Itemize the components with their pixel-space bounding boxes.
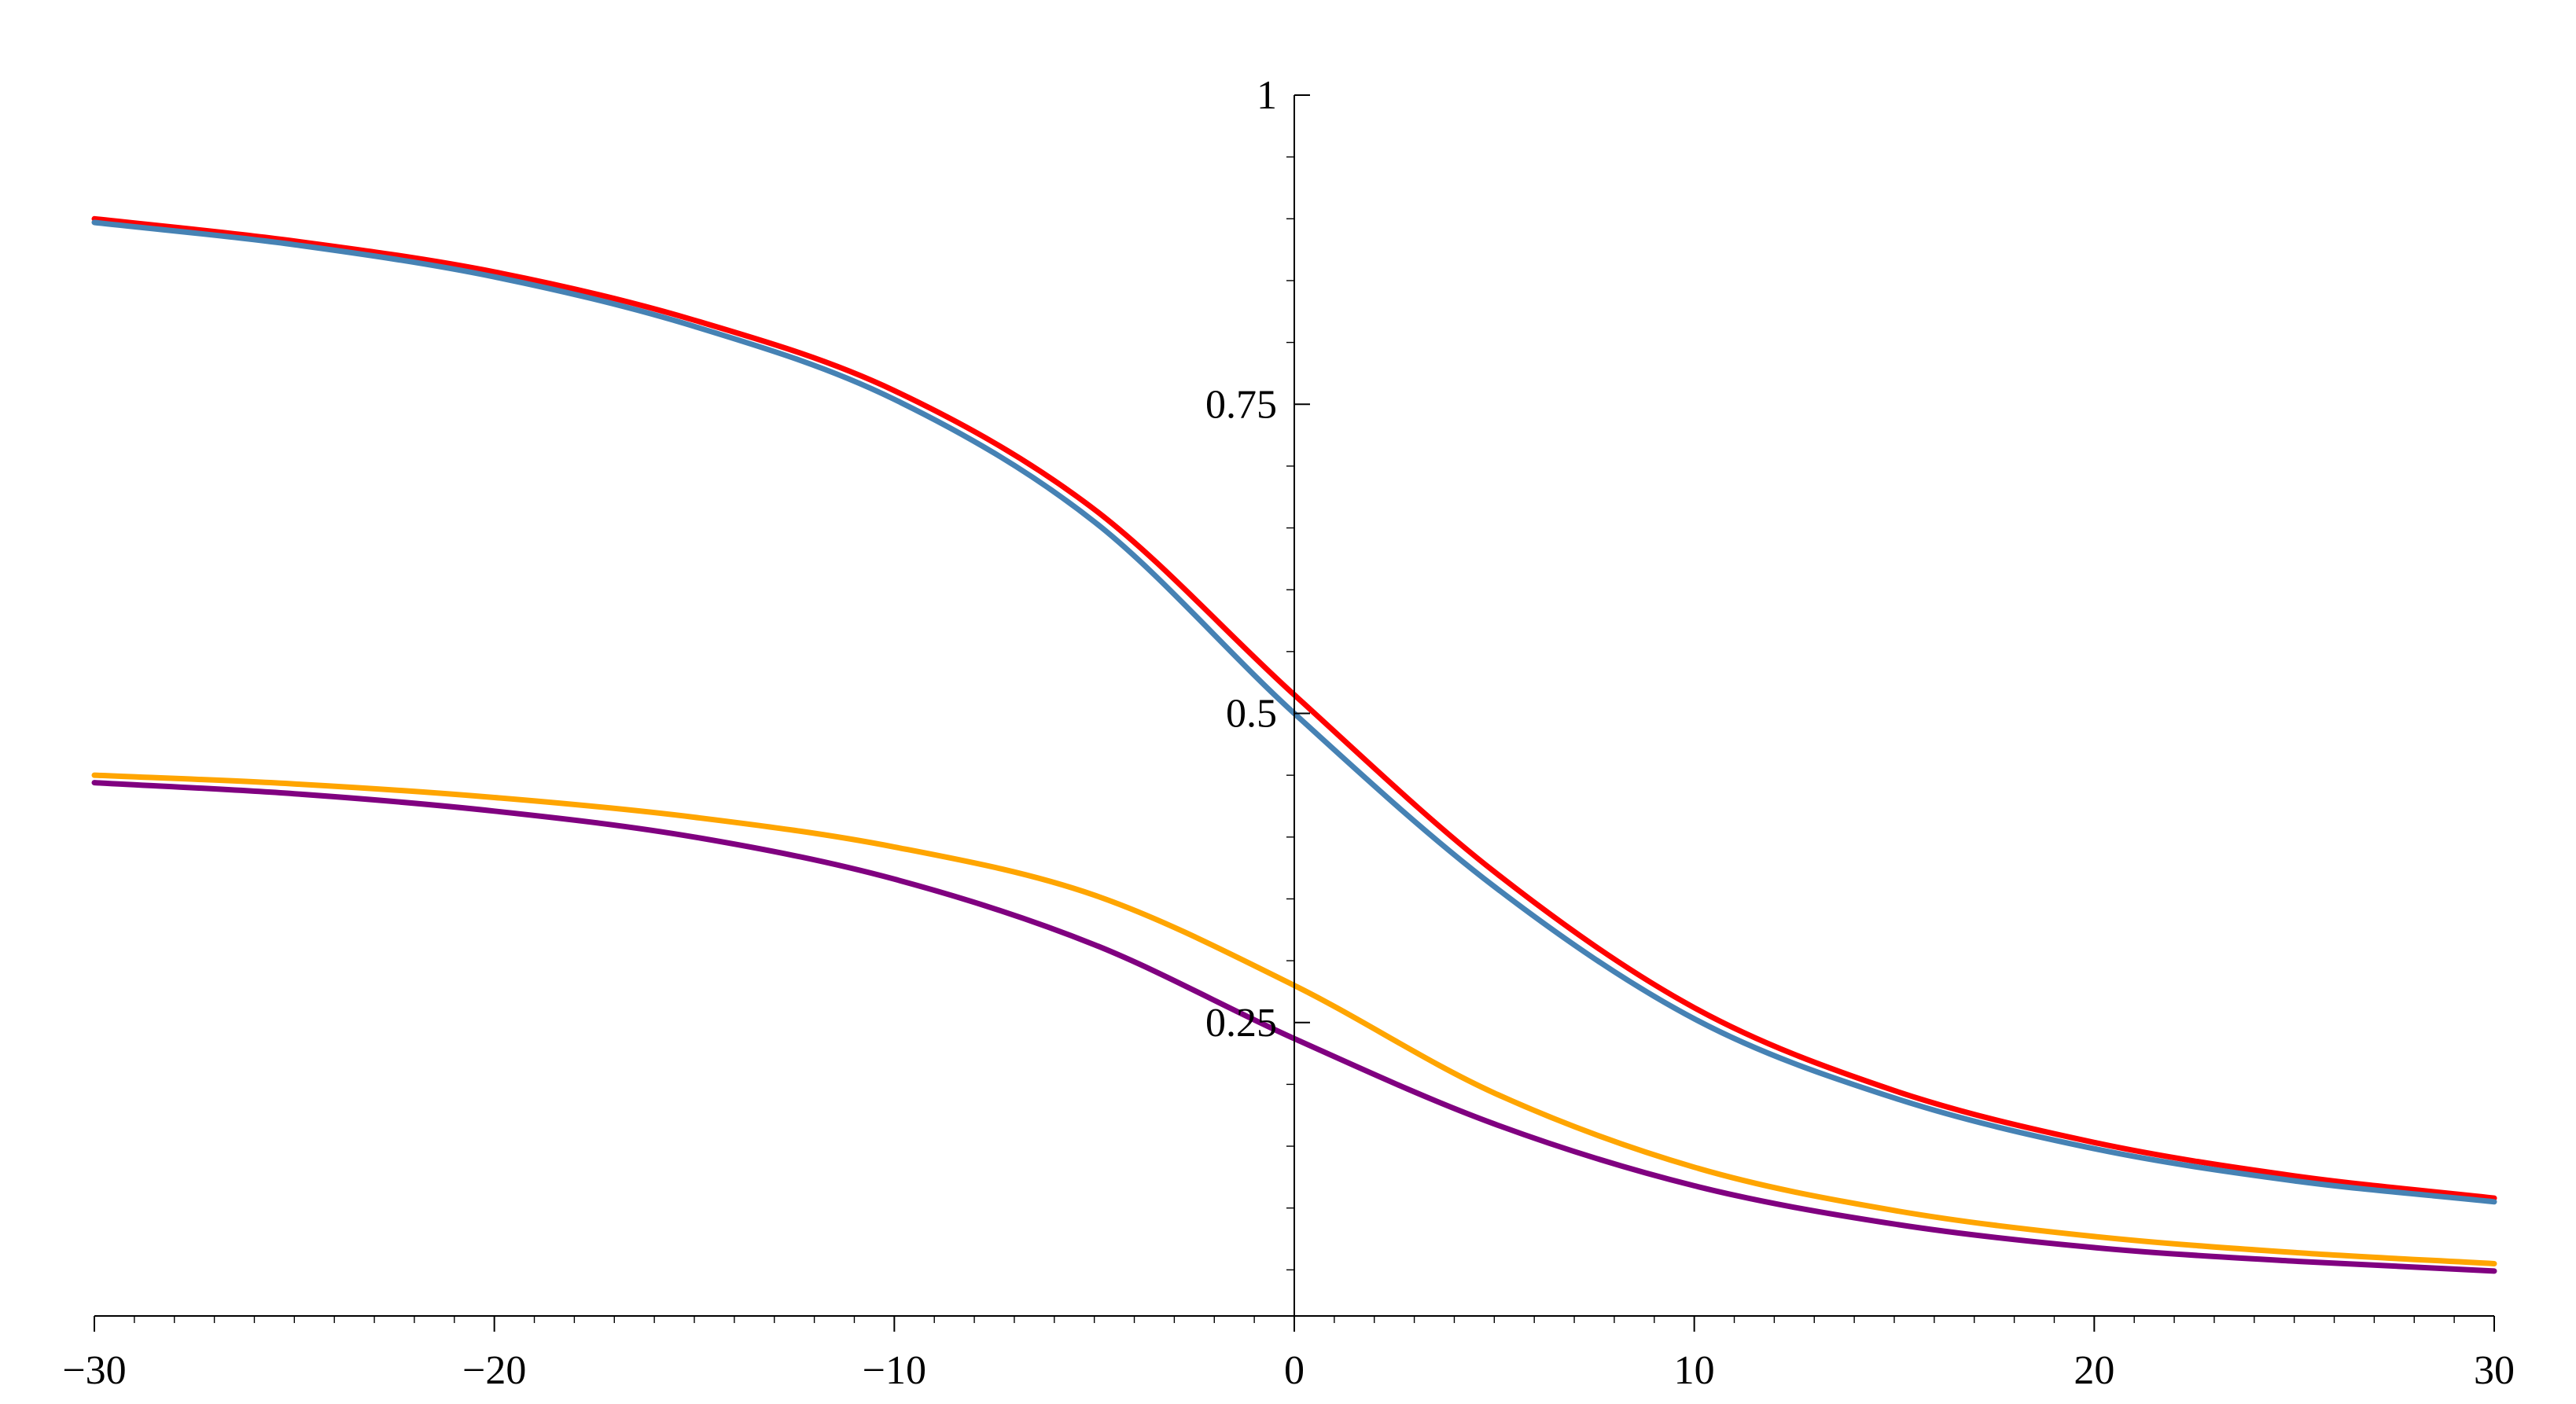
- x-tick-label: 30: [2474, 1348, 2515, 1393]
- x-tick-label: 20: [2074, 1348, 2114, 1393]
- x-tick-label: −20: [462, 1348, 526, 1393]
- axes: −30 −20 −10 0 10 20 30 0.25 0.5 0.75 1: [62, 73, 2515, 1393]
- x-tick-label: 10: [1674, 1348, 1715, 1393]
- x-tick-label: −30: [62, 1348, 126, 1393]
- y-tick-label: 0.5: [1226, 692, 1277, 737]
- y-tick-label: 0.25: [1205, 1001, 1277, 1046]
- y-tick-label: 1: [1257, 73, 1277, 118]
- x-tick-label: 0: [1284, 1348, 1305, 1393]
- x-tick-label: −10: [863, 1348, 926, 1393]
- y-tick-label: 0.75: [1205, 382, 1277, 427]
